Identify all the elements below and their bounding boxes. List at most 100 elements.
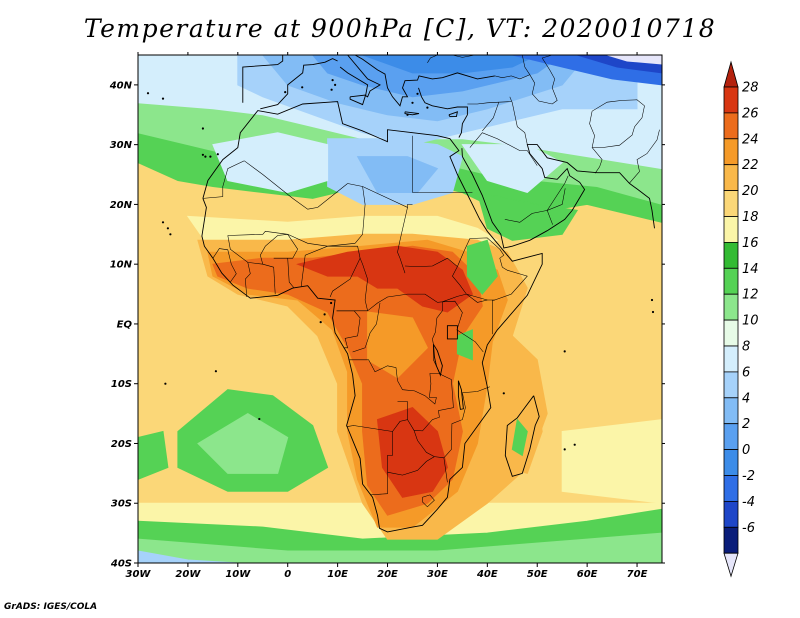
- border-sa-lesotho: [422, 494, 435, 508]
- border-arabia: [469, 132, 538, 166]
- border-drc-congo: [352, 302, 381, 353]
- colorbar-swatch: [723, 397, 739, 425]
- border-ethiopia: [452, 237, 528, 303]
- island-dot-3: [201, 153, 204, 156]
- border-algeria-mali: [244, 160, 348, 210]
- island-dot-21: [214, 370, 217, 373]
- lake-malawi: [457, 380, 464, 410]
- lon-tick-label: 30W: [126, 569, 152, 580]
- island-dot-7: [201, 127, 204, 130]
- border-zimbabwe: [413, 430, 444, 459]
- colorbar-bottom-arrow: [723, 552, 739, 578]
- border-guinea: [212, 248, 237, 283]
- plot-frame: [137, 54, 663, 564]
- field-north-palest: [606, 55, 662, 65]
- colorbar-swatch: [723, 138, 739, 166]
- coast-iberia-med: [260, 58, 338, 110]
- temperature-field: [138, 55, 662, 563]
- colorbar-label: -2: [742, 469, 755, 484]
- border-afghan: [591, 99, 645, 148]
- axis-ticks: 30W 20W 10W 0 10E 20E 30E 40E 50E 60E 70E 40N 30N 20N…: [109, 52, 665, 580]
- border-ivory-ghana: [273, 267, 276, 295]
- field-wsahara-pale: [212, 132, 329, 194]
- island-dot-13: [502, 392, 505, 395]
- border-somalia: [492, 299, 495, 335]
- lat-tick-label: 40S: [110, 559, 132, 570]
- border-niger-chad: [354, 186, 366, 244]
- coast-madagascar: [504, 395, 540, 477]
- field-congo-24: [367, 311, 429, 379]
- island-dot-20: [258, 417, 261, 421]
- border-drc-east: [348, 332, 441, 405]
- island-dot-6: [216, 153, 219, 156]
- lon-tick-label: 30E: [427, 569, 448, 580]
- island-dot-12: [330, 301, 333, 305]
- coast-crete: [404, 111, 420, 116]
- island-dot-9: [146, 92, 150, 95]
- island-dot-8: [161, 97, 165, 100]
- border-ghana-togo: [287, 258, 294, 288]
- colorbar-label: 24: [742, 132, 759, 147]
- colorbar-swatch: [723, 319, 739, 347]
- colorbar-swatch: [723, 475, 739, 502]
- lon-tick-label: 40E: [476, 569, 498, 580]
- lat-tick-label: 20N: [110, 200, 133, 211]
- island-dot-11: [323, 313, 326, 316]
- island-dot-5: [209, 155, 212, 158]
- colorbar-top-arrow: [723, 60, 739, 88]
- island-dot-23: [331, 79, 334, 82]
- border-namibia-botswana: [370, 431, 393, 496]
- island-dot-29: [411, 101, 414, 104]
- lat-tick-label: EQ: [117, 319, 133, 330]
- island-dot-10: [319, 321, 322, 324]
- colorbar-label: 4: [742, 391, 750, 406]
- colorbar-swatch: [723, 190, 739, 217]
- island-dot-2: [169, 233, 172, 236]
- lon-tick-label: 20W: [175, 569, 201, 580]
- colorbar-swatch: [723, 86, 739, 114]
- island-dot-16: [563, 350, 566, 353]
- border-zambia: [407, 373, 454, 432]
- colorbar-swatch: [723, 112, 739, 140]
- colorbar-swatch: [723, 293, 739, 321]
- border-angola-zambia: [346, 401, 408, 432]
- island-dot-25: [284, 91, 287, 94]
- lat-tick-label: 10N: [110, 260, 133, 271]
- field-south-blue: [138, 550, 238, 563]
- lat-tick-label: 20S: [111, 439, 132, 450]
- border-syria-iraq: [482, 102, 500, 132]
- island-dot-26: [301, 86, 304, 89]
- coastlines: [146, 55, 660, 533]
- colorbar-swatch: [723, 267, 739, 295]
- coast-cyprus: [448, 111, 459, 118]
- border-mozambique: [443, 386, 490, 483]
- footer-credit: GrADS: IGES/COLA: [4, 602, 98, 612]
- lon-tick-label: 70E: [627, 569, 648, 580]
- border-pak-india: [629, 129, 660, 184]
- coast-italy: [339, 55, 381, 98]
- field-madagascar-green: [511, 418, 528, 457]
- lon-tick-label: 10E: [327, 569, 348, 580]
- coast-europe: [242, 55, 284, 103]
- lat-tick-label: 30N: [110, 140, 133, 151]
- island-dot-19: [164, 382, 167, 385]
- lat-tick-label: 10S: [111, 379, 132, 390]
- border-kenya-tanzania: [456, 329, 484, 353]
- field-ethiopia-green: [466, 239, 498, 295]
- island-dot-1: [166, 227, 169, 230]
- colorbar-label: 12: [742, 288, 759, 303]
- border-yemen: [504, 210, 553, 225]
- border-caucasus: [494, 74, 530, 80]
- colorbar-swatch: [723, 345, 739, 373]
- lake-victoria: [446, 325, 458, 340]
- lon-tick-label: 20E: [377, 569, 398, 580]
- colorbar-swatch: [723, 216, 739, 243]
- colorbar-label: 26: [742, 106, 759, 121]
- field-south-lightgreen: [138, 532, 662, 563]
- border-nigeria: [300, 245, 361, 298]
- border-mauritania: [202, 160, 245, 199]
- island-dot-15: [573, 443, 576, 446]
- coast-africa: [201, 101, 543, 533]
- border-black-sea-n: [427, 55, 475, 63]
- colorbar-swatch: [723, 164, 739, 191]
